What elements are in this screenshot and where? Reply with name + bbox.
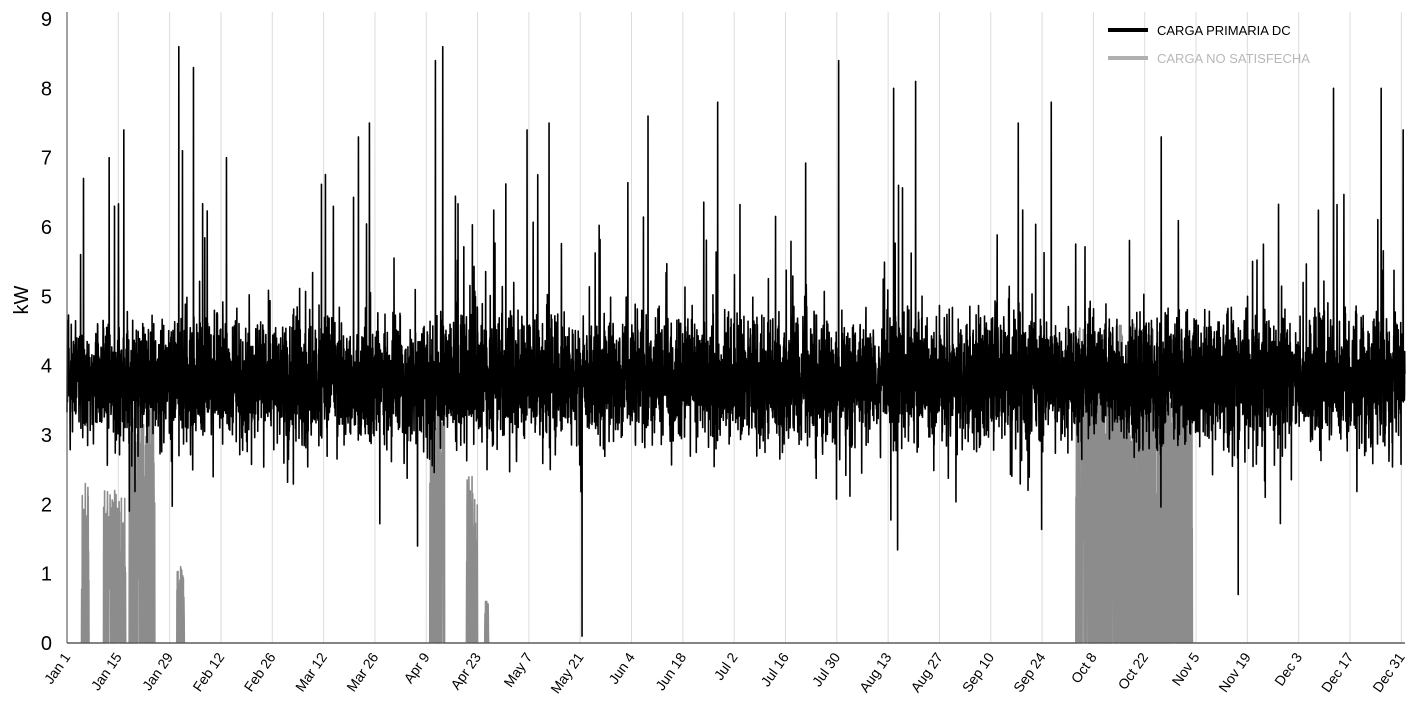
x-tick-label: Aug 13: [856, 649, 895, 695]
y-tick-label: 7: [41, 148, 52, 170]
x-tick-label: Sep 24: [1010, 649, 1049, 695]
y-tick-label: 6: [41, 217, 52, 239]
x-tick-label: Dec 3: [1271, 649, 1305, 688]
x-tick-label: Jul 30: [809, 649, 844, 689]
x-tick-label: Dec 31: [1369, 649, 1408, 695]
x-tick-label: Feb 26: [241, 649, 279, 694]
x-tick-label: Nov 19: [1215, 649, 1254, 695]
x-tick-label: Apr 9: [400, 649, 432, 686]
x-tick-label: Oct 8: [1068, 649, 1100, 686]
y-tick-labels: 0 1 2 3 4 5 6 7 8 9: [41, 9, 52, 655]
x-tick-label: Sep 10: [959, 649, 998, 695]
x-tick-labels: Jan 1 Jan 15 Jan 29 Feb 12 Feb 26 Mar 12 Mar 2…: [41, 649, 1408, 696]
y-tick-label: 4: [41, 356, 52, 378]
y-tick-label: 1: [41, 564, 52, 586]
y-axis-label: kW: [11, 285, 33, 314]
axes: [66, 12, 1405, 644]
x-tick-label: Feb 12: [189, 649, 227, 694]
y-tick-label: 3: [41, 425, 52, 447]
series-carga-primaria-dc: [66, 45, 1406, 637]
y-tick-label: 2: [41, 494, 52, 516]
legend-label-carga-no-satisfecha: CARGA NO SATISFECHA: [1157, 51, 1310, 66]
x-tick-label: Jun 4: [605, 649, 638, 686]
y-tick-label: 5: [41, 286, 52, 308]
x-tick-label: Apr 23: [447, 649, 484, 692]
primary-load-line: [66, 45, 1406, 637]
y-tick-label: 8: [41, 78, 52, 100]
x-tick-label: May 7: [500, 649, 535, 690]
x-tick-label: Mar 26: [343, 649, 381, 694]
x-tick-label: Jan 29: [139, 649, 176, 693]
y-tick-label: 0: [41, 633, 52, 655]
x-tick-label: Jul 2: [711, 649, 741, 683]
x-tick-label: Nov 5: [1168, 649, 1202, 688]
x-tick-label: Aug 27: [907, 649, 946, 695]
x-tick-label: Jan 15: [88, 649, 125, 693]
y-tick-label: 9: [41, 9, 52, 31]
x-tick-label: Jul 16: [757, 649, 792, 689]
x-tick-label: Mar 12: [292, 649, 330, 694]
x-tick-label: Jun 18: [652, 649, 689, 693]
x-tick-label: Oct 22: [1114, 649, 1151, 692]
legend-label-carga-primaria-dc: CARGA PRIMARIA DC: [1157, 23, 1291, 38]
legend: CARGA PRIMARIA DC CARGA NO SATISFECHA: [1108, 23, 1310, 66]
x-tick-label: May 21: [547, 649, 587, 696]
x-tick-label: Dec 17: [1318, 649, 1357, 695]
